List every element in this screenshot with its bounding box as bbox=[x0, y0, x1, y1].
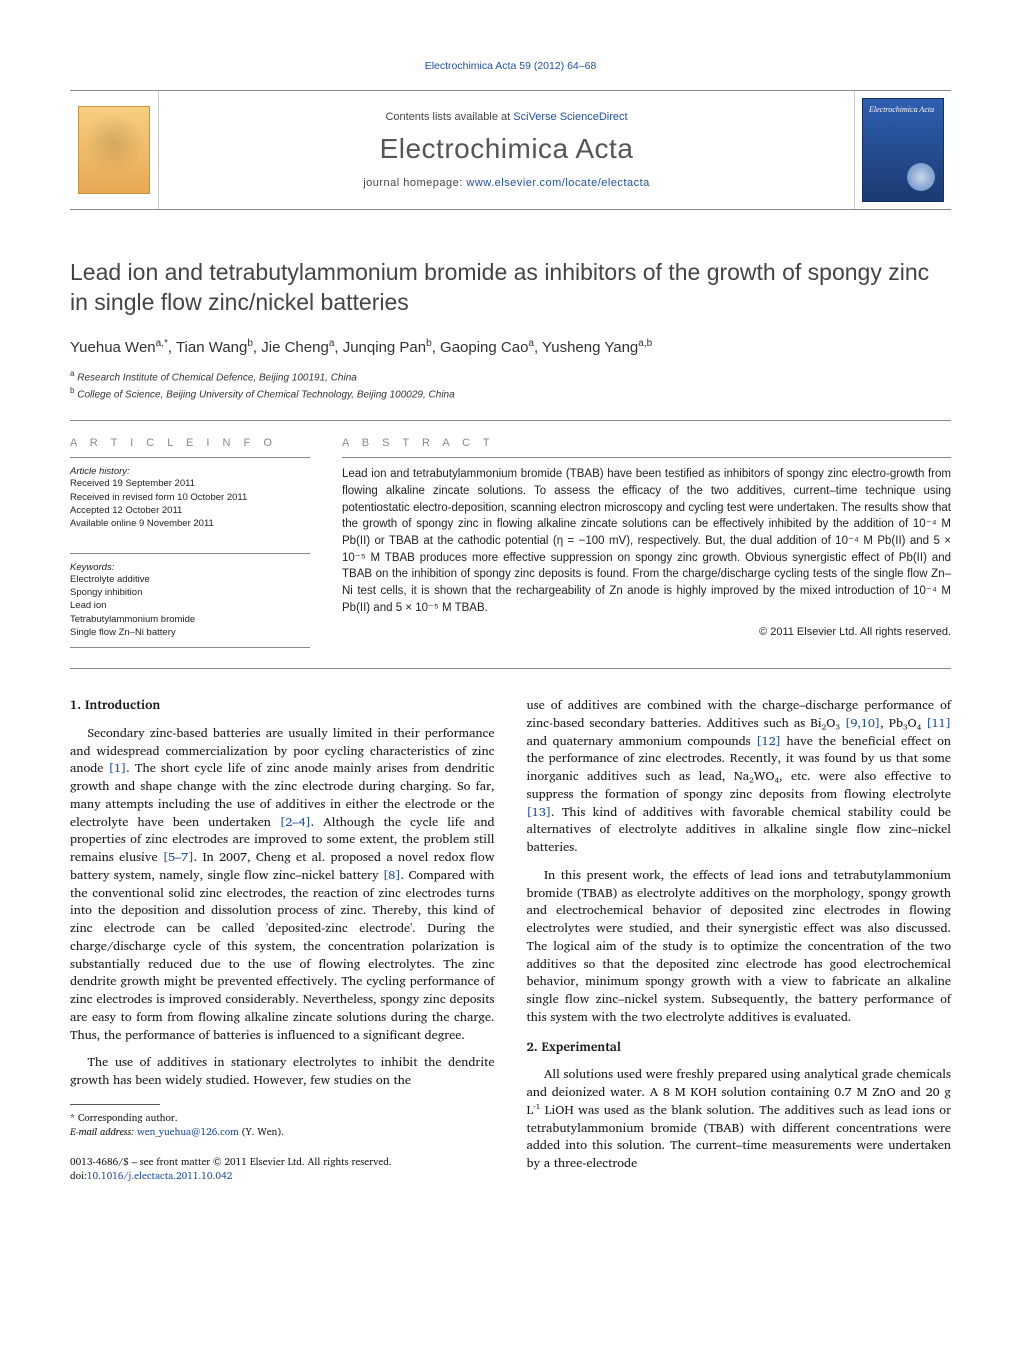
corresponding-footnote: * Corresponding author. E-mail address: … bbox=[70, 1111, 495, 1139]
journal-cover-thumbnail bbox=[862, 98, 944, 202]
doi-link[interactable]: 10.1016/j.electacta.2011.10.042 bbox=[87, 1168, 232, 1184]
article-info-column: a r t i c l e i n f o Article history: R… bbox=[70, 437, 310, 648]
masthead-cover-cell bbox=[855, 91, 951, 209]
keywords-label: Keywords: bbox=[70, 562, 310, 573]
citation-link[interactable]: [8] bbox=[383, 865, 401, 885]
citation-link[interactable]: [1] bbox=[109, 758, 127, 778]
abstract-copyright: © 2011 Elsevier Ltd. All rights reserved… bbox=[342, 626, 951, 638]
corresponding-email-link[interactable]: wen_yuehua@126.com bbox=[137, 1124, 239, 1140]
running-head-link[interactable]: Electrochimica Acta 59 (2012) 64–68 bbox=[425, 60, 597, 72]
body-columns: 1. Introduction Secondary zinc-based bat… bbox=[70, 697, 951, 1183]
email-author: (Y. Wen). bbox=[242, 1124, 284, 1140]
section-1-p4: In this present work, the effects of lea… bbox=[527, 867, 952, 1027]
elsevier-tree-logo bbox=[78, 106, 150, 194]
section-2-heading: 2. Experimental bbox=[527, 1039, 952, 1057]
history-lines: Received 19 September 2011Received in re… bbox=[70, 477, 310, 530]
doi-block: 0013-4686/$ – see front matter © 2011 El… bbox=[70, 1155, 495, 1183]
citation-link[interactable]: [2–4] bbox=[280, 812, 311, 832]
masthead-publisher-cell bbox=[70, 91, 158, 209]
citation-link[interactable]: [12] bbox=[756, 731, 781, 751]
section-1-p2: The use of additives in stationary elect… bbox=[70, 1054, 495, 1090]
affiliation-a: Research Institute of Chemical Defence, … bbox=[77, 372, 357, 383]
history-label: Article history: bbox=[70, 466, 310, 477]
citation-link[interactable]: [9,10] bbox=[845, 713, 880, 733]
info-abstract-row: a r t i c l e i n f o Article history: R… bbox=[70, 421, 951, 669]
affiliations: a Research Institute of Chemical Defence… bbox=[70, 368, 951, 403]
authors-line: Yuehua Wena,*, Tian Wangb, Jie Chenga, J… bbox=[70, 338, 951, 356]
article-title: Lead ion and tetrabutylammonium bromide … bbox=[70, 258, 951, 318]
affiliation-b: College of Science, Beijing University o… bbox=[77, 389, 454, 400]
article-info-heading: a r t i c l e i n f o bbox=[70, 437, 310, 458]
front-matter-line: 0013-4686/$ – see front matter © 2011 El… bbox=[70, 1155, 495, 1169]
contents-prefix: Contents lists available at bbox=[385, 111, 513, 123]
masthead: Contents lists available at SciVerse Sci… bbox=[70, 90, 951, 210]
section-1-p3: use of additives are combined with the c… bbox=[527, 697, 952, 857]
email-label: E-mail address: bbox=[70, 1124, 134, 1140]
sciencedirect-link[interactable]: SciVerse ScienceDirect bbox=[513, 111, 627, 123]
section-2-p1: All solutions used were freshly prepared… bbox=[527, 1066, 952, 1173]
abstract-column: a b s t r a c t Lead ion and tetrabutyla… bbox=[342, 437, 951, 648]
journal-name: Electrochimica Acta bbox=[380, 133, 634, 165]
homepage-link[interactable]: www.elsevier.com/locate/electacta bbox=[466, 177, 649, 189]
citation-link[interactable]: [11] bbox=[926, 713, 951, 733]
masthead-center: Contents lists available at SciVerse Sci… bbox=[158, 91, 855, 209]
citation-link[interactable]: [5–7] bbox=[163, 847, 194, 867]
section-1-heading: 1. Introduction bbox=[70, 697, 495, 715]
doi-prefix: doi: bbox=[70, 1168, 87, 1184]
keywords-lines: Electrolyte additiveSpongy inhibitionLea… bbox=[70, 573, 310, 639]
running-head: Electrochimica Acta 59 (2012) 64–68 bbox=[70, 60, 951, 72]
corresponding-label: * Corresponding author. bbox=[70, 1111, 495, 1125]
section-1-p1: Secondary zinc-based batteries are usual… bbox=[70, 725, 495, 1045]
footnote-separator bbox=[70, 1104, 160, 1105]
citation-link[interactable]: [13] bbox=[527, 802, 552, 822]
homepage-prefix: journal homepage: bbox=[363, 177, 466, 189]
abstract-body: Lead ion and tetrabutylammonium bromide … bbox=[342, 466, 951, 616]
abstract-heading: a b s t r a c t bbox=[342, 437, 951, 458]
